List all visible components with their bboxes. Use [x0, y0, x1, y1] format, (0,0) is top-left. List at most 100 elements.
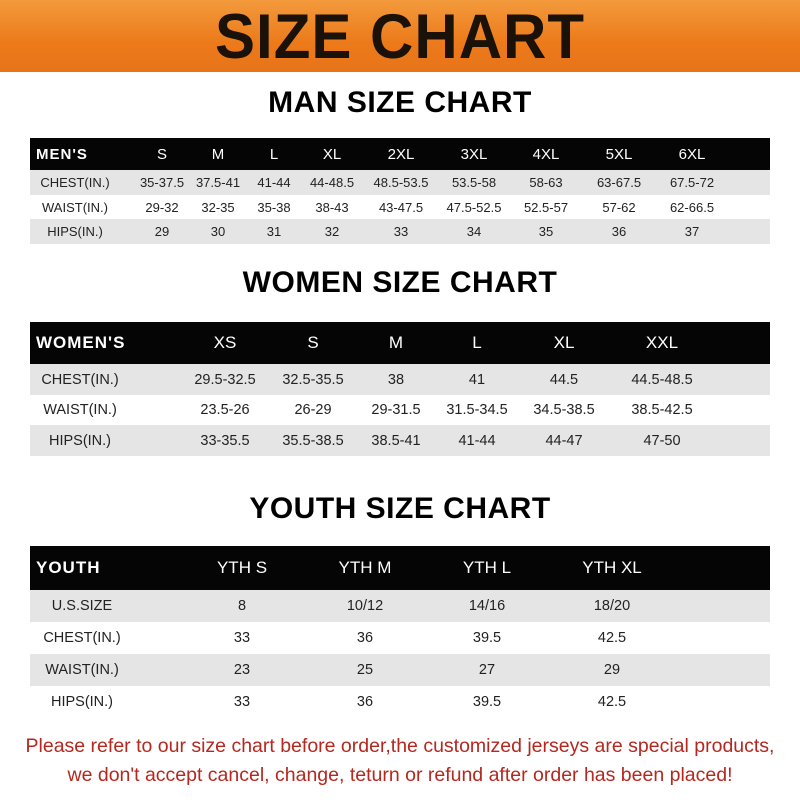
table-row: HIPS(IN.) 33 36 39.5 42.5 — [30, 686, 770, 718]
table-title-cell: WOMEN'S — [36, 333, 126, 352]
measurement-cell: 39.5 — [472, 694, 502, 710]
banner: SIZE CHART — [0, 0, 800, 72]
measurement-cell: 32 — [324, 224, 340, 239]
table-row: HIPS(IN.) 29 30 31 32 33 34 35 36 37 — [30, 219, 770, 244]
size-header-cell: 2XL — [387, 145, 415, 163]
measurement-cell: 36 — [356, 694, 374, 710]
measurement-cell: 42.5 — [597, 694, 627, 710]
measurement-cell: 39.5 — [472, 630, 502, 646]
row-label: U.S.SIZE — [51, 598, 113, 614]
measurement-cell: 10/12 — [346, 598, 384, 614]
measurement-cell: 8 — [237, 598, 247, 614]
measurement-cell: 47-50 — [643, 432, 681, 449]
row-label: WAIST(IN.) — [43, 402, 117, 418]
measurement-cell: 23.5-26 — [200, 402, 250, 418]
women-section-title: WOMEN SIZE CHART — [242, 266, 558, 299]
measurement-cell: 36 — [356, 630, 374, 646]
measurement-cell: 35 — [538, 224, 554, 239]
measurement-cell: 29.5-32.5 — [194, 371, 256, 388]
measurement-cell: 32.5-35.5 — [282, 371, 344, 388]
measurement-cell: 34 — [466, 224, 482, 239]
measurement-cell: 41-44 — [458, 432, 496, 449]
measurement-cell: 35-37.5 — [139, 175, 185, 190]
size-header-cell: M — [388, 333, 404, 352]
measurement-cell: 58-63 — [529, 175, 563, 190]
measurement-cell: 43-47.5 — [378, 199, 424, 215]
size-header-cell: YTH M — [338, 558, 392, 577]
men-section-title: MAN SIZE CHART — [268, 86, 532, 119]
measurement-cell: 32-35 — [201, 199, 235, 215]
measurement-cell: 29 — [154, 224, 170, 239]
measurement-cell: 38 — [387, 371, 405, 388]
size-header-cell: 4XL — [532, 145, 560, 163]
measurement-cell: 27 — [478, 662, 496, 678]
measurement-cell: 37 — [684, 224, 700, 239]
size-header-cell: XXL — [645, 333, 679, 352]
measurement-cell: 52.5-57 — [523, 199, 569, 215]
size-header-cell: YTH S — [216, 558, 268, 577]
size-header-cell: XS — [213, 333, 237, 352]
table-header-row: MEN'S S M L XL 2XL 3XL 4XL 5XL 6XL — [30, 138, 770, 170]
row-label: WAIST(IN.) — [45, 662, 119, 678]
measurement-cell: 35.5-38.5 — [282, 432, 344, 449]
measurement-cell: 38-43 — [315, 199, 349, 215]
measurement-cell: 44-47 — [545, 432, 583, 449]
measurement-cell: 37.5-41 — [195, 175, 241, 190]
measurement-cell: 48.5-53.5 — [373, 175, 429, 190]
youth-section-title: YOUTH SIZE CHART — [249, 492, 551, 525]
measurement-cell: 31 — [266, 224, 282, 239]
table-row: WAIST(IN.) 23.5-26 26-29 29-31.5 31.5-34.5 34… — [30, 395, 770, 425]
size-header-cell: 3XL — [460, 145, 488, 163]
row-label: HIPS(IN.) — [50, 694, 114, 710]
measurement-cell: 67.5-72 — [669, 175, 715, 190]
table-title-cell: YOUTH — [36, 558, 101, 577]
measurement-cell: 14/16 — [468, 598, 506, 614]
table-row: CHEST(IN.) 29.5-32.5 32.5-35.5 38 41 44.5 44.5… — [30, 364, 770, 395]
measurement-cell: 23 — [233, 662, 251, 678]
measurement-cell: 26-29 — [294, 402, 332, 418]
measurement-cell: 41-44 — [257, 175, 291, 190]
table-row: CHEST(IN.) 35-37.5 37.5-41 41-44 44-48.5 48.5… — [30, 170, 770, 195]
measurement-cell: 44.5 — [549, 371, 579, 388]
row-label: CHEST(IN.) — [41, 371, 119, 388]
measurement-cell: 62-66.5 — [669, 199, 715, 215]
size-header-cell: L — [269, 145, 279, 163]
table-header-row: YOUTH YTH S YTH M YTH L YTH XL — [30, 546, 770, 590]
measurement-cell: 25 — [356, 662, 374, 678]
row-label: WAIST(IN.) — [42, 199, 108, 215]
size-header-cell: L — [472, 333, 482, 352]
measurement-cell: 18/20 — [593, 598, 631, 614]
measurement-cell: 34.5-38.5 — [533, 402, 595, 418]
size-header-cell: S — [307, 333, 319, 352]
row-label: HIPS(IN.) — [48, 432, 112, 449]
size-header-cell: YTH XL — [582, 558, 642, 577]
size-header-cell: 6XL — [678, 145, 706, 163]
measurement-cell: 63-67.5 — [596, 175, 642, 190]
measurement-cell: 31.5-34.5 — [446, 402, 508, 418]
table-row: HIPS(IN.) 33-35.5 35.5-38.5 38.5-41 41-44 44-… — [30, 425, 770, 456]
table-row: CHEST(IN.) 33 36 39.5 42.5 — [30, 622, 770, 654]
measurement-cell: 33 — [393, 224, 409, 239]
table-row: U.S.SIZE 8 10/12 14/16 18/20 — [30, 590, 770, 622]
measurement-cell: 33 — [233, 630, 251, 646]
measurement-cell: 29-32 — [145, 199, 179, 215]
measurement-cell: 38.5-42.5 — [631, 402, 693, 418]
measurement-cell: 41 — [468, 371, 486, 388]
measurement-cell: 53.5-58 — [451, 175, 497, 190]
measurement-cell: 44.5-48.5 — [631, 371, 693, 388]
row-label: CHEST(IN.) — [40, 175, 110, 190]
measurement-cell: 35-38 — [257, 199, 291, 215]
table-title-cell: MEN'S — [36, 145, 88, 163]
measurement-cell: 30 — [210, 224, 226, 239]
size-header-cell: YTH L — [462, 558, 512, 577]
measurement-cell: 29-31.5 — [371, 402, 421, 418]
table-header-row: WOMEN'S XS S M L XL XXL — [30, 322, 770, 364]
measurement-cell: 42.5 — [597, 630, 627, 646]
measurement-cell: 44-48.5 — [309, 175, 355, 190]
row-label: CHEST(IN.) — [43, 630, 121, 646]
row-label: HIPS(IN.) — [47, 224, 103, 239]
notice-line-2: we don't accept cancel, change, teturn o… — [67, 764, 733, 786]
size-header-cell: XL — [322, 145, 342, 163]
table-row: WAIST(IN.) 23 25 27 29 — [30, 654, 770, 686]
measurement-cell: 47.5-52.5 — [446, 199, 502, 215]
